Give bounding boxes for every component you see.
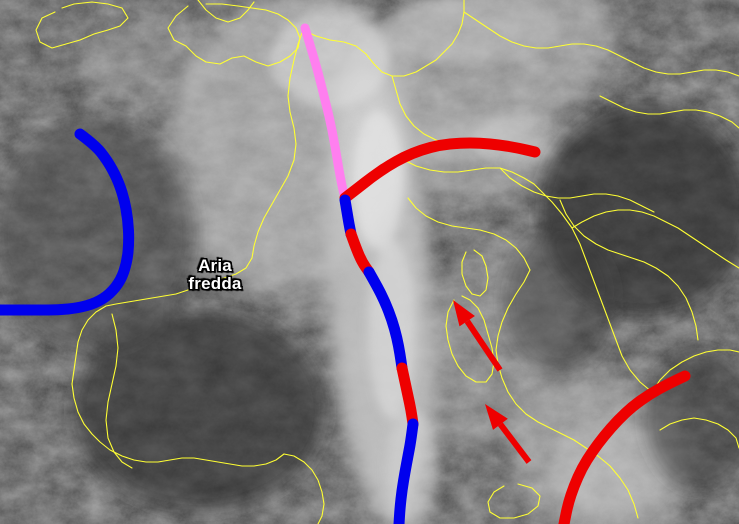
coastline-france-atlantic-coast xyxy=(105,29,304,307)
coastline-central-europe-borders xyxy=(463,11,739,77)
coastline-spain-south-coast xyxy=(283,453,325,524)
coastline-poland-czech xyxy=(599,95,739,129)
coastline-sardinia xyxy=(445,295,495,383)
coastline-britain-wales-cornwall xyxy=(167,3,301,67)
coastline-portugal-border xyxy=(105,313,133,469)
coastline-ireland xyxy=(35,1,129,49)
coastline-sicily xyxy=(487,483,541,519)
coastline-italy-adriatic xyxy=(541,191,653,393)
coastline-iberia-north-coast xyxy=(71,305,285,467)
coastline-scotland-north xyxy=(197,0,255,23)
coastline-italy-po-valley xyxy=(407,197,531,271)
map-label-aria-fredda: Aria fredda xyxy=(188,256,242,293)
coastline-danube-basin xyxy=(559,199,699,341)
coastline-corsica xyxy=(461,249,489,297)
coastline-adriatic-east xyxy=(571,209,739,269)
